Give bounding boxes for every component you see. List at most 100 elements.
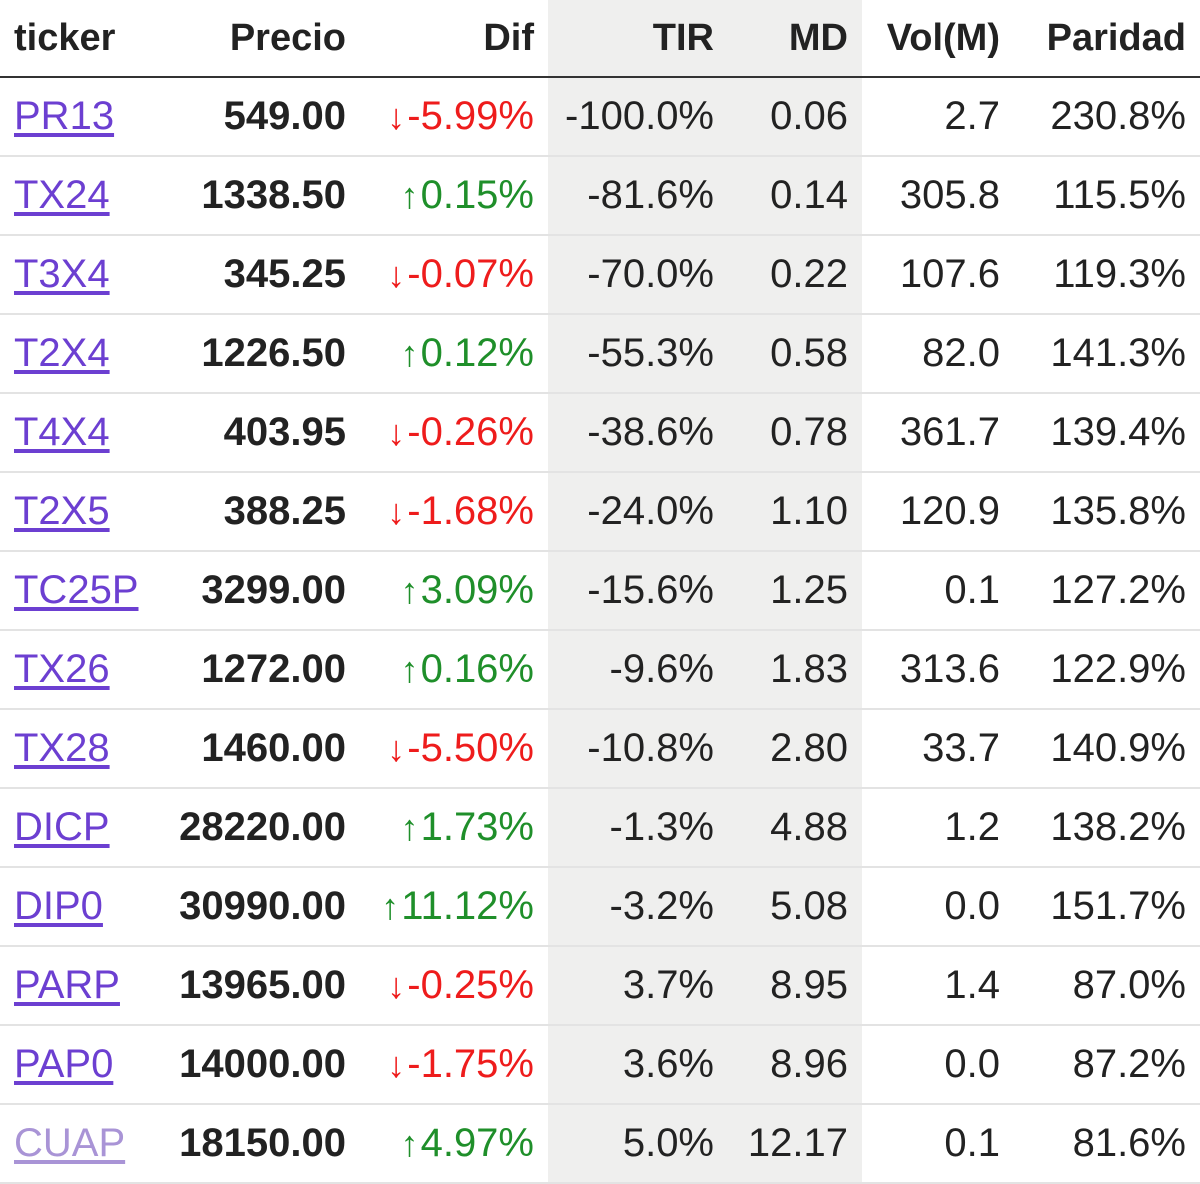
- dif-cell: ↑0.16%: [360, 630, 548, 710]
- md-cell: 5.08: [728, 867, 862, 947]
- paridad-cell: 140.9%: [1014, 709, 1200, 789]
- dif-value: 0.12%: [420, 331, 534, 375]
- precio-cell: 1272.00: [150, 630, 360, 710]
- paridad-cell: 127.2%: [1014, 551, 1200, 631]
- md-cell: 1.25: [728, 551, 862, 631]
- vol-cell: 305.8: [862, 156, 1014, 236]
- dif-value: 11.12%: [401, 884, 534, 928]
- tir-cell: -81.6%: [548, 156, 728, 236]
- header-dif[interactable]: Dif: [360, 0, 548, 78]
- dif-value: -0.26%: [407, 410, 534, 454]
- arrow-down-icon: ↓: [387, 491, 406, 532]
- paridad-cell: 122.9%: [1014, 630, 1200, 710]
- vol-cell: 361.7: [862, 393, 1014, 473]
- vol-cell: 2.7: [862, 77, 1014, 157]
- dif-cell: ↓-5.99%: [360, 77, 548, 157]
- ticker-link[interactable]: T2X5: [14, 489, 110, 533]
- header-md[interactable]: MD: [728, 0, 862, 78]
- ticker-cell: PAP0: [0, 1025, 150, 1105]
- dif-cell: ↓-1.68%: [360, 472, 548, 552]
- table-row-cuap: CUAP 18150.00 ↑4.97% 5.0% 12.17 0.1 81.6…: [0, 1104, 1200, 1184]
- table-row-tx24: TX24 1338.50 ↑0.15% -81.6% 0.14 305.8 11…: [0, 156, 1200, 236]
- header-row: ticker Precio Dif TIR MD Vol(M) Paridad: [0, 0, 1200, 78]
- precio-cell: 1226.50: [150, 314, 360, 394]
- dif-cell: ↑1.73%: [360, 788, 548, 868]
- tir-cell: -1.3%: [548, 788, 728, 868]
- md-cell: 2.80: [728, 709, 862, 789]
- header-vol[interactable]: Vol(M): [862, 0, 1014, 78]
- dif-cell: ↑0.15%: [360, 156, 548, 236]
- ticker-link[interactable]: PAP0: [14, 1042, 114, 1086]
- md-cell: 0.22: [728, 235, 862, 315]
- vol-cell: 313.6: [862, 630, 1014, 710]
- md-cell: 0.58: [728, 314, 862, 394]
- dif-cell: ↑4.97%: [360, 1104, 548, 1184]
- arrow-up-icon: ↑: [400, 807, 419, 848]
- vol-cell: 82.0: [862, 314, 1014, 394]
- tir-cell: -100.0%: [548, 77, 728, 157]
- paridad-cell: 230.8%: [1014, 77, 1200, 157]
- paridad-cell: 141.3%: [1014, 314, 1200, 394]
- header-precio[interactable]: Precio: [150, 0, 360, 78]
- header-tir[interactable]: TIR: [548, 0, 728, 78]
- dif-cell: ↓-0.07%: [360, 235, 548, 315]
- dif-cell: ↑3.09%: [360, 551, 548, 631]
- paridad-cell: 87.0%: [1014, 946, 1200, 1026]
- paridad-cell: 135.8%: [1014, 472, 1200, 552]
- table-body: PR13 549.00 ↓-5.99% -100.0% 0.06 2.7 230…: [0, 77, 1200, 1184]
- ticker-link[interactable]: DIP0: [14, 884, 103, 928]
- arrow-up-icon: ↑: [400, 649, 419, 690]
- dif-cell: ↓-0.26%: [360, 393, 548, 473]
- ticker-link[interactable]: T3X4: [14, 252, 110, 296]
- precio-cell: 13965.00: [150, 946, 360, 1026]
- header-paridad[interactable]: Paridad: [1014, 0, 1200, 78]
- table-row-tx26: TX26 1272.00 ↑0.16% -9.6% 1.83 313.6 122…: [0, 630, 1200, 710]
- arrow-down-icon: ↓: [387, 96, 406, 137]
- table-row-t3x4: T3X4 345.25 ↓-0.07% -70.0% 0.22 107.6 11…: [0, 235, 1200, 315]
- ticker-cell: PARP: [0, 946, 150, 1026]
- precio-cell: 14000.00: [150, 1025, 360, 1105]
- arrow-down-icon: ↓: [387, 254, 406, 295]
- dif-value: 0.16%: [420, 647, 534, 691]
- tir-cell: -55.3%: [548, 314, 728, 394]
- ticker-link[interactable]: PR13: [14, 94, 115, 138]
- dif-value: 3.09%: [420, 568, 534, 612]
- ticker-link[interactable]: CUAP: [14, 1121, 126, 1165]
- md-cell: 8.96: [728, 1025, 862, 1105]
- ticker-cell: T2X4: [0, 314, 150, 394]
- dif-cell: ↓-1.75%: [360, 1025, 548, 1105]
- tir-cell: -10.8%: [548, 709, 728, 789]
- ticker-cell: DICP: [0, 788, 150, 868]
- ticker-link[interactable]: T2X4: [14, 331, 110, 375]
- tir-cell: -9.6%: [548, 630, 728, 710]
- tir-cell: -24.0%: [548, 472, 728, 552]
- ticker-link[interactable]: TX28: [14, 726, 110, 770]
- arrow-down-icon: ↓: [387, 412, 406, 453]
- arrow-up-icon: ↑: [400, 1123, 419, 1164]
- ticker-cell: TX28: [0, 709, 150, 789]
- vol-cell: 0.1: [862, 551, 1014, 631]
- vol-cell: 107.6: [862, 235, 1014, 315]
- dif-cell: ↓-5.50%: [360, 709, 548, 789]
- dif-value: -0.25%: [407, 963, 534, 1007]
- ticker-link[interactable]: DICP: [14, 805, 110, 849]
- ticker-link[interactable]: PARP: [14, 963, 120, 1007]
- precio-cell: 18150.00: [150, 1104, 360, 1184]
- ticker-link[interactable]: T4X4: [14, 410, 110, 454]
- dif-value: 1.73%: [420, 805, 534, 849]
- arrow-down-icon: ↓: [387, 728, 406, 769]
- md-cell: 12.17: [728, 1104, 862, 1184]
- ticker-link[interactable]: TX26: [14, 647, 110, 691]
- tir-cell: 5.0%: [548, 1104, 728, 1184]
- table-row-pap0: PAP0 14000.00 ↓-1.75% 3.6% 8.96 0.0 87.2…: [0, 1025, 1200, 1105]
- header-ticker[interactable]: ticker: [0, 0, 150, 78]
- ticker-link[interactable]: TX24: [14, 173, 110, 217]
- dif-value: -5.50%: [407, 726, 534, 770]
- ticker-link[interactable]: TC25P: [14, 568, 139, 612]
- ticker-cell: T4X4: [0, 393, 150, 473]
- ticker-cell: CUAP: [0, 1104, 150, 1184]
- table-row-t4x4: T4X4 403.95 ↓-0.26% -38.6% 0.78 361.7 13…: [0, 393, 1200, 473]
- paridad-cell: 138.2%: [1014, 788, 1200, 868]
- md-cell: 0.14: [728, 156, 862, 236]
- precio-cell: 388.25: [150, 472, 360, 552]
